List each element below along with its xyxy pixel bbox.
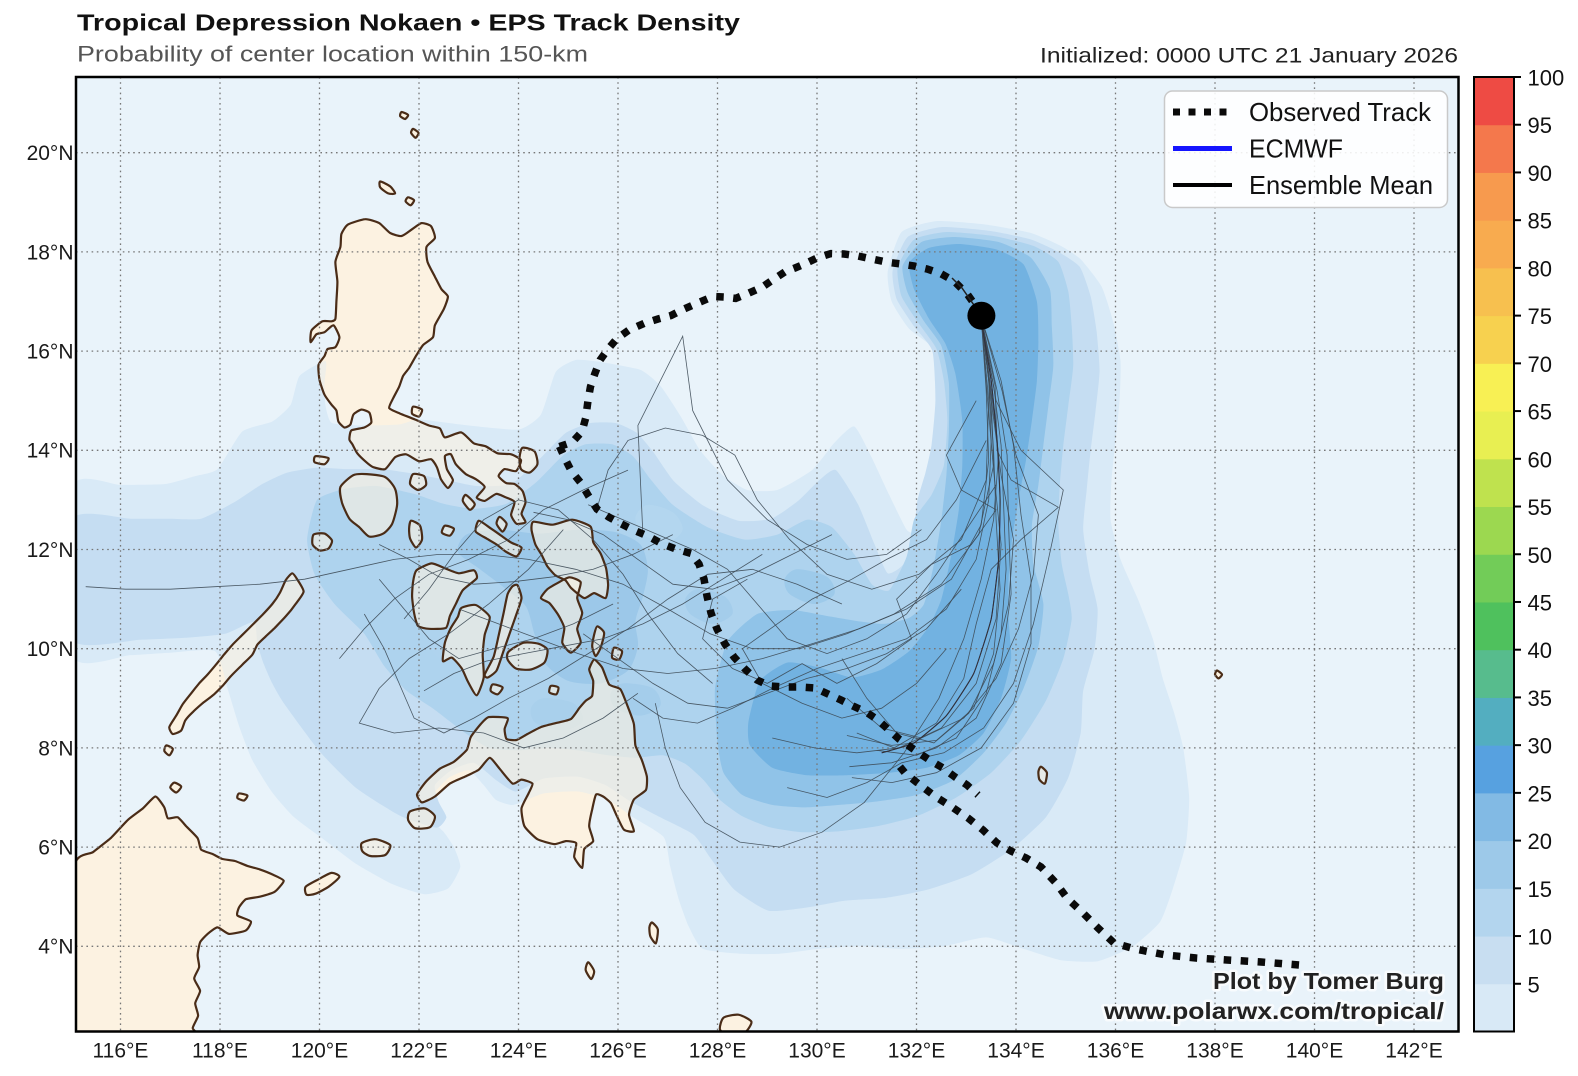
svg-text:45: 45 [1528, 590, 1552, 615]
svg-text:118°E: 118°E [192, 1040, 248, 1063]
svg-text:Initialized: 0000 UTC 21 Janua: Initialized: 0000 UTC 21 January 2026 [1040, 45, 1458, 68]
svg-text:30: 30 [1528, 734, 1552, 759]
svg-text:8°N: 8°N [38, 737, 73, 760]
svg-text:140°E: 140°E [1286, 1040, 1343, 1063]
svg-text:Tropical Depression Nokaen • E: Tropical Depression Nokaen • EPS Track D… [77, 10, 740, 36]
svg-text:10: 10 [1528, 925, 1552, 950]
svg-text:116°E: 116°E [93, 1040, 149, 1063]
svg-text:6°N: 6°N [38, 837, 73, 860]
svg-text:122°E: 122°E [390, 1040, 447, 1063]
svg-text:75: 75 [1528, 304, 1552, 329]
svg-text:70: 70 [1528, 352, 1552, 377]
svg-text:138°E: 138°E [1186, 1040, 1243, 1063]
svg-text:15: 15 [1528, 877, 1552, 902]
svg-text:20°N: 20°N [27, 142, 74, 165]
svg-text:ECMWF: ECMWF [1249, 134, 1343, 164]
svg-text:60: 60 [1528, 447, 1552, 472]
svg-text:128°E: 128°E [689, 1040, 746, 1063]
svg-text:130°E: 130°E [788, 1040, 845, 1063]
svg-text:Ensemble Mean: Ensemble Mean [1249, 170, 1433, 200]
svg-text:16°N: 16°N [27, 341, 74, 364]
svg-text:Observed Track: Observed Track [1249, 97, 1432, 127]
svg-text:132°E: 132°E [888, 1040, 945, 1063]
svg-text:4°N: 4°N [38, 936, 73, 959]
svg-text:134°E: 134°E [987, 1040, 1044, 1063]
svg-text:25: 25 [1528, 781, 1552, 806]
svg-text:35: 35 [1528, 686, 1552, 711]
svg-text:Probability of center location: Probability of center location within 15… [77, 42, 588, 67]
svg-text:124°E: 124°E [490, 1040, 547, 1063]
svg-text:18°N: 18°N [27, 241, 74, 264]
svg-text:5: 5 [1528, 972, 1540, 997]
svg-text:10°N: 10°N [27, 638, 74, 661]
svg-text:126°E: 126°E [589, 1040, 646, 1063]
svg-text:www.polarwx.com/tropical/: www.polarwx.com/tropical/ [1103, 998, 1445, 1024]
svg-text:65: 65 [1528, 400, 1552, 425]
svg-text:40: 40 [1528, 638, 1552, 663]
svg-text:85: 85 [1528, 209, 1552, 234]
svg-text:55: 55 [1528, 495, 1552, 520]
svg-text:Plot by Tomer Burg: Plot by Tomer Burg [1213, 968, 1444, 994]
svg-text:14°N: 14°N [27, 440, 74, 463]
svg-text:120°E: 120°E [291, 1040, 348, 1063]
svg-text:20: 20 [1528, 829, 1552, 854]
svg-text:95: 95 [1528, 113, 1552, 138]
svg-text:136°E: 136°E [1087, 1040, 1144, 1063]
svg-text:90: 90 [1528, 161, 1552, 186]
svg-text:12°N: 12°N [27, 539, 74, 562]
svg-text:80: 80 [1528, 256, 1552, 281]
svg-text:50: 50 [1528, 543, 1552, 568]
svg-text:100: 100 [1528, 66, 1565, 91]
svg-text:142°E: 142°E [1385, 1040, 1442, 1063]
